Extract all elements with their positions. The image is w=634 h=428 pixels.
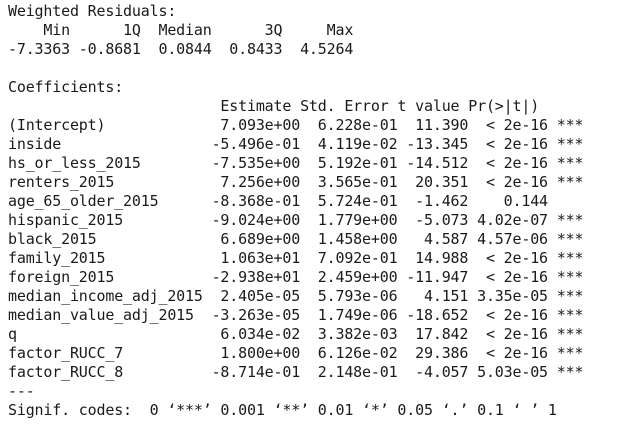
coefficient-row-factor-rucc-7: factor_RUCC_7 1.800e+00 6.126e-02 29.386… xyxy=(8,344,584,362)
residuals-header-row: Min 1Q Median 3Q Max xyxy=(8,21,363,39)
coefficients-heading: Coefficients: xyxy=(8,78,124,96)
console-output: Weighted Residuals: Min 1Q Median 3Q Max… xyxy=(8,2,634,428)
residuals-values-row: -7.3363 -0.8681 0.0844 0.8433 4.5264 xyxy=(8,40,363,58)
coefficient-row-factor-rucc-8: factor_RUCC_8 -8.714e-01 2.148e-01 -4.05… xyxy=(8,363,584,381)
coefficient-row-q: q 6.034e-02 3.382e-03 17.842 < 2e-16 *** xyxy=(8,325,584,343)
coefficient-row-age-65-older: age_65_older_2015 -8.368e-01 5.724e-01 -… xyxy=(8,192,584,210)
residuals-heading: Weighted Residuals: xyxy=(8,2,177,20)
coefficient-row-intercept: (Intercept) 7.093e+00 6.228e-01 11.390 <… xyxy=(8,116,584,134)
coefficient-row-foreign: foreign_2015 -2.938e+01 2.459e+00 -11.94… xyxy=(8,268,584,286)
coefficient-row-renters: renters_2015 7.256e+00 3.565e-01 20.351 … xyxy=(8,173,584,191)
coefficient-row-black: black_2015 6.689e+00 1.458e+00 4.587 4.5… xyxy=(8,230,584,248)
coefficient-row-median-value: median_value_adj_2015 -3.263e-05 1.749e-… xyxy=(8,306,584,324)
coefficient-row-median-income: median_income_adj_2015 2.405e-05 5.793e-… xyxy=(8,287,584,305)
coefficients-header-row: Estimate Std. Error t value Pr(>|t|) xyxy=(8,97,575,115)
separator-line: --- xyxy=(8,382,35,400)
coefficient-row-hispanic: hispanic_2015 -9.024e+00 1.779e+00 -5.07… xyxy=(8,211,584,229)
coefficient-row-hs-or-less: hs_or_less_2015 -7.535e+00 5.192e-01 -14… xyxy=(8,154,584,172)
coefficient-row-inside: inside -5.496e-01 4.119e-02 -13.345 < 2e… xyxy=(8,135,584,153)
blank-line xyxy=(8,59,634,78)
coefficient-row-family: family_2015 1.063e+01 7.092e-01 14.988 <… xyxy=(8,249,584,267)
signif-codes-line: Signif. codes: 0 ‘***’ 0.001 ‘**’ 0.01 ‘… xyxy=(8,401,557,419)
